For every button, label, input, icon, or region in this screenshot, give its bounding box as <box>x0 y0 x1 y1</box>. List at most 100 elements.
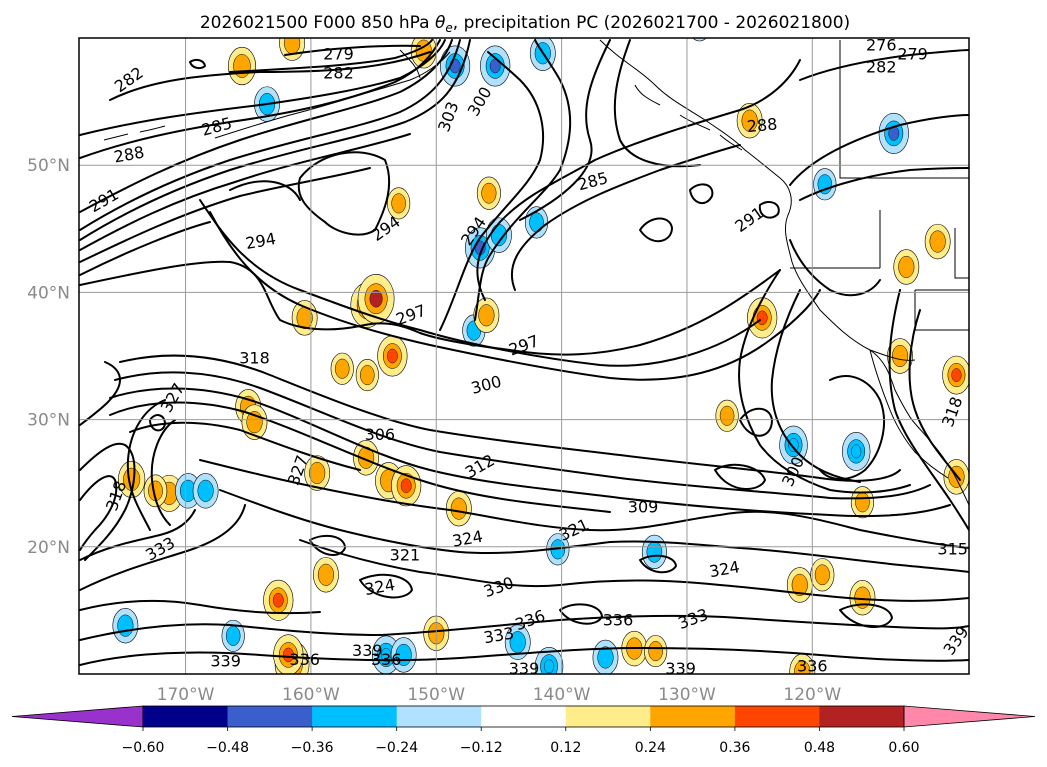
theta-e-contour-line <box>79 39 471 241</box>
colorbar-segment <box>143 706 229 727</box>
theta-e-contour-line <box>79 260 781 356</box>
chart-title-suffix: , precipitation PC (2026021700 - 2026021… <box>453 13 850 33</box>
precip-patch <box>480 45 511 87</box>
contour-label: 282 <box>323 64 354 83</box>
theta-e-contour-line <box>79 39 461 231</box>
precip-patch <box>387 187 411 220</box>
theta-e-contour-line <box>639 217 673 242</box>
colorbar-segment <box>734 706 820 727</box>
theta-e-contour-line <box>789 239 881 297</box>
graticule-gridlines <box>79 38 969 674</box>
precip-patch-core <box>756 310 768 326</box>
contour-label: 339 <box>509 659 540 678</box>
contour-label: 279 <box>897 45 928 64</box>
theta-e-contour-line <box>559 603 603 625</box>
precip-patch-core <box>449 58 461 74</box>
precip-patch <box>391 465 422 507</box>
theta-e-contour-line <box>799 49 969 81</box>
theta-e-contour-line <box>79 475 118 551</box>
precip-patch <box>641 534 667 570</box>
precip-patch <box>924 223 951 260</box>
precip-patch <box>942 355 969 395</box>
precip-patch <box>715 399 739 432</box>
precip-patch-mid <box>334 358 350 379</box>
theta-e-contour-line <box>150 419 176 526</box>
precip-patch-core <box>272 592 284 608</box>
theta-e-contour-line <box>149 414 166 432</box>
contour-label: 339 <box>210 651 241 670</box>
precip-patch-mid <box>648 641 663 662</box>
precip-patch-core <box>951 368 962 382</box>
precip-patch <box>445 490 472 527</box>
latitude-tick-label: 40°N <box>27 283 70 303</box>
border <box>869 349 916 361</box>
theta-e-contour-line <box>79 504 246 591</box>
longitude-tick-label: 140°W <box>533 685 591 705</box>
theta-e-contour-line <box>79 361 121 426</box>
theta-e-contour-line <box>359 573 413 599</box>
border <box>839 40 969 179</box>
precip-patch <box>747 297 778 339</box>
coastline <box>679 114 711 131</box>
precip-patch <box>810 558 835 592</box>
precip-patch <box>241 404 268 440</box>
precip-patch <box>841 432 871 471</box>
contour-label: 288 <box>746 114 778 136</box>
precip-patch-mid <box>929 230 946 253</box>
theta-e-contour-line <box>439 51 544 331</box>
colorbar-tick-label: −0.36 <box>291 740 334 756</box>
colorbar-extend-high <box>903 705 1036 728</box>
precip-patch-core <box>369 290 383 308</box>
theta-e-contour-line <box>689 183 714 205</box>
theta-e-contour-line <box>119 354 901 482</box>
theta-e-contour-line <box>799 167 969 201</box>
theta-e-contour-line <box>229 39 433 73</box>
precip-patch-mid <box>891 344 909 368</box>
coastline <box>139 125 166 133</box>
precip-patch <box>476 176 501 210</box>
colorbar-segment <box>481 706 567 727</box>
colorbar-segment <box>565 706 651 727</box>
colorbar-segment <box>650 706 736 727</box>
colorbar-segment <box>227 706 313 727</box>
precip-patch <box>849 579 876 616</box>
longitude-tick-label: 170°W <box>157 685 215 705</box>
theta-e-contour-line <box>309 534 346 556</box>
theta-e-contour-line <box>510 144 741 291</box>
precip-patch-core <box>387 348 398 364</box>
theta-e-contour-line <box>199 199 761 367</box>
theta-e-contour-line <box>770 289 861 483</box>
precip-patch <box>192 473 219 509</box>
theta-e-contour-line <box>299 539 969 602</box>
contour-label: 276 <box>866 36 897 55</box>
contour-label: 318 <box>239 349 270 368</box>
precip-patch-mid <box>597 646 614 669</box>
contour-label: 279 <box>323 45 354 64</box>
theta-e-contour-line <box>79 647 969 666</box>
precip-patch-mid <box>360 365 375 386</box>
contour-label: 339 <box>352 641 383 660</box>
precip-patch <box>786 567 813 603</box>
theta-e-contour-line <box>519 39 611 221</box>
theta-e-contour-line <box>79 509 196 561</box>
contour-label: 321 <box>390 546 421 565</box>
theta-e-contour-line <box>297 151 391 236</box>
colorbar-tick-label: 0.48 <box>804 740 835 756</box>
precip-patch-mid <box>898 255 915 278</box>
theta-e-contour-line <box>714 463 766 490</box>
colorbar-tick-label: −0.48 <box>206 740 249 756</box>
theta-e-contour-line <box>284 44 421 56</box>
theta-e-contour-line <box>79 133 411 251</box>
precip-patch-mid <box>741 109 758 132</box>
precip-patch <box>112 607 139 644</box>
precip-patch-mid <box>317 563 335 586</box>
colorbar-frame <box>142 705 905 728</box>
latitude-tick-label: 50°N <box>27 156 70 176</box>
longitude-tick-label: 160°W <box>282 685 340 705</box>
precip-patch <box>789 653 816 674</box>
precipitation-colorbar: −0.60 −0.48 −0.36 −0.24 −0.12 0.12 0.24 0.36 0.4… <box>11 705 1036 756</box>
precip-patch-core <box>788 438 799 452</box>
precip-patch-mid <box>646 541 663 563</box>
precip-patch-core <box>400 478 412 494</box>
theta-e-contour-line <box>908 309 961 481</box>
